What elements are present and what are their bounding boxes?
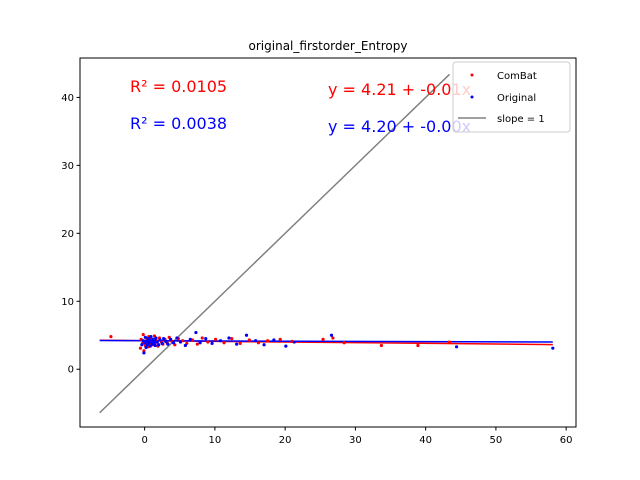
- data-point: [194, 330, 198, 335]
- annotation-layer: R² = 0.0105 R² = 0.0038 y = 4.21 + -0.01…: [130, 77, 471, 136]
- data-point: [265, 339, 270, 343]
- data-point: [158, 338, 162, 342]
- legend: ComBat Original slope = 1: [452, 61, 571, 133]
- y-tick-label: 40: [61, 93, 74, 104]
- x-tick-label: 30: [349, 435, 362, 446]
- data-point: [416, 343, 420, 348]
- data-point: [379, 343, 383, 348]
- data-point: [342, 341, 346, 345]
- data-point: [284, 344, 288, 348]
- data-point: [166, 342, 170, 346]
- equation-combat-label: y = 4.21 + -0.01x: [328, 80, 471, 99]
- r2-original-label: R² = 0.0038: [130, 114, 227, 133]
- x-tick-label: 10: [209, 435, 222, 446]
- data-point: [175, 336, 179, 340]
- y-tick-label: 20: [61, 229, 74, 240]
- data-point: [218, 339, 223, 343]
- data-point: [329, 333, 334, 337]
- data-point: [183, 343, 187, 348]
- x-tick-label: 60: [560, 435, 573, 446]
- data-point: [198, 341, 202, 345]
- data-point: [254, 339, 258, 343]
- data-point: [162, 337, 166, 341]
- data-point: [227, 336, 231, 340]
- data-point: [149, 335, 153, 339]
- data-point: [154, 336, 158, 340]
- data-point: [169, 337, 173, 341]
- data-point: [454, 345, 459, 349]
- data-point: [200, 336, 204, 340]
- data-point: [144, 345, 148, 350]
- data-point: [321, 337, 325, 341]
- data-point: [278, 337, 282, 341]
- equation-original-label: y = 4.20 + -0.00x: [328, 117, 471, 136]
- data-point: [147, 341, 151, 345]
- x-tick-label: 0: [141, 435, 147, 446]
- data-point: [188, 337, 192, 341]
- data-point: [551, 346, 555, 350]
- data-point: [140, 343, 144, 347]
- data-point: [262, 343, 266, 347]
- lines-layer: [99, 73, 553, 414]
- data-point: [160, 341, 164, 346]
- data-point: [138, 346, 143, 350]
- legend-box: [452, 61, 571, 133]
- legend-label-combat: ComBat: [497, 71, 537, 82]
- data-point: [148, 344, 152, 348]
- data-point: [244, 333, 249, 337]
- data-point: [171, 341, 176, 345]
- data-point: [147, 338, 152, 342]
- data-point: [178, 340, 183, 344]
- data-point: [235, 342, 239, 346]
- plot-frame: [79, 57, 577, 428]
- data-point: [238, 341, 242, 346]
- data-point: [141, 332, 145, 337]
- data-point: [195, 342, 199, 346]
- data-point: [256, 341, 261, 345]
- data-point: [272, 338, 276, 342]
- legend-marker-combat: [470, 73, 474, 77]
- regression-line: [99, 339, 553, 343]
- data-point: [152, 339, 157, 343]
- points-layer: [109, 330, 555, 355]
- data-point: [143, 335, 147, 339]
- slope-one-line: [99, 73, 451, 414]
- data-point: [109, 335, 113, 339]
- data-point: [292, 340, 296, 344]
- data-point: [331, 336, 335, 340]
- y-tick-label: 30: [61, 161, 74, 172]
- legend-label-slope: slope = 1: [497, 114, 545, 125]
- data-point: [447, 340, 452, 344]
- data-point: [142, 351, 146, 355]
- data-point: [222, 341, 226, 345]
- chart-title: original_firstorder_Entropy: [249, 39, 408, 53]
- y-tick-label: 10: [61, 297, 74, 308]
- data-point: [213, 337, 218, 341]
- data-point: [204, 337, 208, 341]
- data-point: [206, 340, 210, 344]
- data-point: [157, 343, 161, 347]
- data-point: [247, 338, 251, 342]
- data-point: [155, 340, 159, 344]
- data-point: [153, 343, 157, 348]
- r2-combat-label: R² = 0.0105: [130, 77, 227, 96]
- y-axis: 0 10 20 30 40: [61, 93, 80, 376]
- x-tick-label: 40: [419, 435, 432, 446]
- x-axis: 0 10 20 30 40 50 60: [141, 427, 573, 446]
- x-tick-label: 50: [490, 435, 503, 446]
- legend-label-original: Original: [497, 93, 536, 104]
- x-tick-label: 20: [279, 435, 292, 446]
- data-point: [210, 341, 214, 346]
- y-tick-label: 0: [68, 365, 74, 376]
- data-point: [164, 339, 168, 343]
- data-point: [230, 337, 234, 341]
- legend-marker-original: [470, 95, 474, 99]
